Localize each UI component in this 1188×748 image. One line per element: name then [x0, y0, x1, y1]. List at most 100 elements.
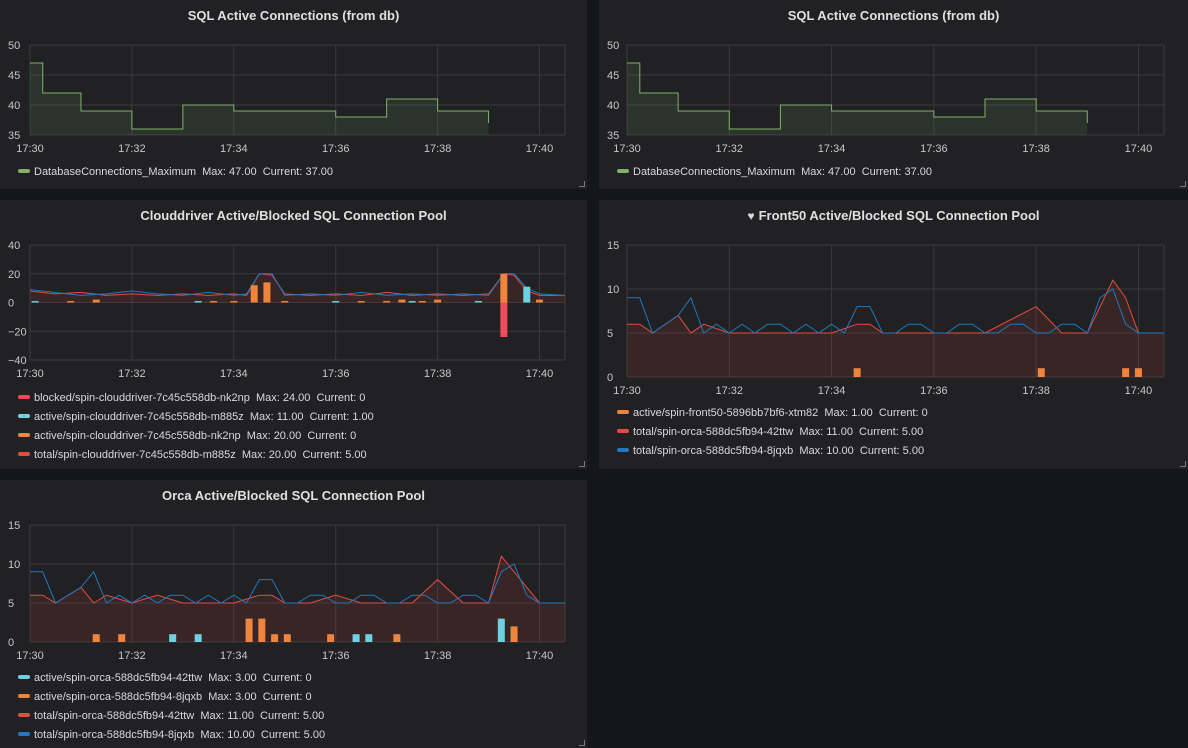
legend-series-name[interactable]: total/spin-clouddriver-7c45c558db-m885z	[34, 449, 242, 461]
legend-series-name[interactable]: DatabaseConnections_Maximum	[34, 166, 203, 178]
legend-max: Max: 20.00	[241, 449, 303, 461]
x-tick-label: 17:38	[424, 143, 452, 155]
y-tick-label: 50	[607, 40, 619, 52]
x-tick-label: 17:38	[1022, 143, 1050, 155]
panel-orca-pool[interactable]: Orca Active/Blocked SQL Connection Pool …	[0, 480, 587, 748]
panel-title[interactable]: SQL Active Connections (from db)	[187, 8, 400, 23]
bar	[853, 368, 861, 377]
panel-front50-pool[interactable]: ♥ Front50 Active/Blocked SQL Connection P…	[599, 200, 1188, 469]
bar	[434, 299, 442, 303]
panel-title[interactable]: SQL Active Connections (from db)	[787, 8, 1000, 23]
legend-item[interactable]: total/spin-orca-588dc5fb94-8jqxb Max: 10…	[18, 726, 325, 745]
bar	[393, 634, 401, 642]
legend-series-name[interactable]: total/spin-orca-588dc5fb94-42ttw	[34, 710, 201, 722]
legend-series-name[interactable]: active/spin-orca-588dc5fb94-42ttw	[34, 672, 209, 684]
x-tick-label: 17:32	[716, 385, 744, 397]
resize-handle[interactable]	[579, 181, 585, 187]
y-tick-label: 20	[8, 269, 20, 281]
resize-handle[interactable]	[579, 740, 585, 746]
y-tick-label: 40	[607, 100, 619, 112]
legend-swatch[interactable]	[18, 395, 30, 400]
y-tick-label: −40	[8, 355, 27, 367]
panel-clouddriver-pool[interactable]: Clouddriver Active/Blocked SQL Connectio…	[0, 200, 587, 469]
legend-current: Current: 0	[878, 407, 928, 419]
bar	[398, 299, 406, 303]
legend-series-name[interactable]: total/spin-orca-588dc5fb94-8jqxb	[34, 729, 201, 741]
legend-swatch[interactable]	[18, 713, 30, 718]
bar	[92, 634, 100, 642]
legend-swatch[interactable]	[18, 732, 30, 737]
series-line	[30, 555, 565, 604]
legend-item[interactable]: DatabaseConnections_Maximum Max: 47.00 C…	[617, 163, 932, 182]
resize-handle[interactable]	[1180, 181, 1186, 187]
panel-sql-active-right[interactable]: SQL Active Connections (from db) 50 45 40 3…	[599, 0, 1188, 189]
legend-swatch[interactable]	[617, 169, 629, 174]
x-tick-label: 17:30	[613, 385, 641, 397]
legend-swatch[interactable]	[18, 452, 30, 457]
legend-item[interactable]: active/spin-clouddriver-7c45c558db-nk2np…	[18, 427, 374, 446]
x-tick-label: 17:38	[1022, 385, 1050, 397]
bar	[474, 301, 482, 303]
legend-series-name[interactable]: total/spin-orca-588dc5fb94-42ttw	[633, 426, 800, 438]
series-line	[30, 563, 565, 604]
legend-swatch[interactable]	[18, 694, 30, 699]
resize-handle[interactable]	[579, 461, 585, 467]
legend-max: Max: 3.00	[208, 691, 263, 703]
panel-title[interactable]: Orca Active/Blocked SQL Connection Pool	[162, 488, 425, 503]
bar	[281, 301, 289, 303]
x-tick-label: 17:40	[1125, 143, 1153, 155]
heart-icon: ♥	[747, 209, 755, 223]
legend-series-name[interactable]: active/spin-front50-5896bb7bf6-xtm82	[633, 407, 825, 419]
bar	[365, 634, 373, 642]
legend-current: Current: 0	[316, 392, 366, 404]
legend-series-name[interactable]: active/spin-clouddriver-7c45c558db-m885z	[34, 411, 250, 423]
legend-current: Current: 5.00	[302, 449, 367, 461]
panel-title[interactable]: Clouddriver Active/Blocked SQL Connectio…	[140, 208, 447, 223]
legend-max: Max: 11.00	[249, 411, 310, 423]
bar	[271, 634, 279, 642]
legend-max: Max: 10.00	[200, 729, 261, 741]
legend-item[interactable]: active/spin-orca-588dc5fb94-8jqxb Max: 3…	[18, 688, 325, 707]
x-tick-label: 17:30	[16, 368, 44, 380]
bar	[67, 301, 75, 303]
legend-item[interactable]: blocked/spin-clouddriver-7c45c558db-nk2n…	[18, 389, 374, 408]
legend-swatch[interactable]	[617, 410, 629, 415]
x-tick-label: 17:32	[118, 368, 146, 380]
legend-swatch[interactable]	[617, 429, 629, 434]
legend-item[interactable]: active/spin-clouddriver-7c45c558db-m885z…	[18, 408, 374, 427]
legend-series-name[interactable]: blocked/spin-clouddriver-7c45c558db-nk2n…	[34, 392, 256, 404]
panel-sql-active-left[interactable]: SQL Active Connections (from db) 50 45 40 3…	[0, 0, 587, 189]
bar	[245, 618, 253, 642]
legend-item[interactable]: total/spin-orca-588dc5fb94-42ttw Max: 11…	[617, 423, 928, 442]
legend-swatch[interactable]	[18, 414, 30, 419]
y-tick-label: 45	[8, 70, 20, 82]
series-line	[29, 273, 566, 296]
bar	[92, 299, 100, 303]
legend-series-name[interactable]: DatabaseConnections_Maximum	[633, 166, 802, 178]
series-line	[29, 273, 565, 296]
legend-current: Current: 0	[307, 430, 357, 442]
legend-series-name[interactable]: active/spin-orca-588dc5fb94-8jqxb	[34, 691, 209, 703]
legend-swatch[interactable]	[18, 433, 30, 438]
legend-item[interactable]: total/spin-orca-588dc5fb94-8jqxb Max: 10…	[617, 442, 928, 461]
legend-item[interactable]: DatabaseConnections_Maximum Max: 47.00 C…	[18, 163, 333, 182]
bar	[500, 302, 508, 337]
legend-max: Max: 1.00	[824, 407, 879, 419]
legend-item[interactable]: total/spin-clouddriver-7c45c558db-m885z …	[18, 446, 374, 465]
legend-max: Max: 11.00	[799, 426, 860, 438]
legend-item[interactable]: total/spin-orca-588dc5fb94-42ttw Max: 11…	[18, 707, 325, 726]
panel-title[interactable]: ♥ Front50 Active/Blocked SQL Connection P…	[599, 208, 1188, 224]
resize-handle[interactable]	[1180, 461, 1186, 467]
legend: active/spin-orca-588dc5fb94-42ttw Max: 3…	[18, 669, 325, 745]
legend-swatch[interactable]	[18, 169, 30, 174]
legend-item[interactable]: active/spin-front50-5896bb7bf6-xtm82 Max…	[617, 404, 928, 423]
bar	[169, 634, 177, 642]
legend-swatch[interactable]	[18, 675, 30, 680]
bar	[497, 618, 505, 642]
legend-swatch[interactable]	[617, 448, 629, 453]
x-tick-label: 17:36	[322, 368, 350, 380]
legend-series-name[interactable]: active/spin-clouddriver-7c45c558db-nk2np	[34, 430, 247, 442]
bar	[418, 301, 426, 303]
legend-item[interactable]: active/spin-orca-588dc5fb94-42ttw Max: 3…	[18, 669, 325, 688]
legend-series-name[interactable]: total/spin-orca-588dc5fb94-8jqxb	[633, 445, 800, 457]
